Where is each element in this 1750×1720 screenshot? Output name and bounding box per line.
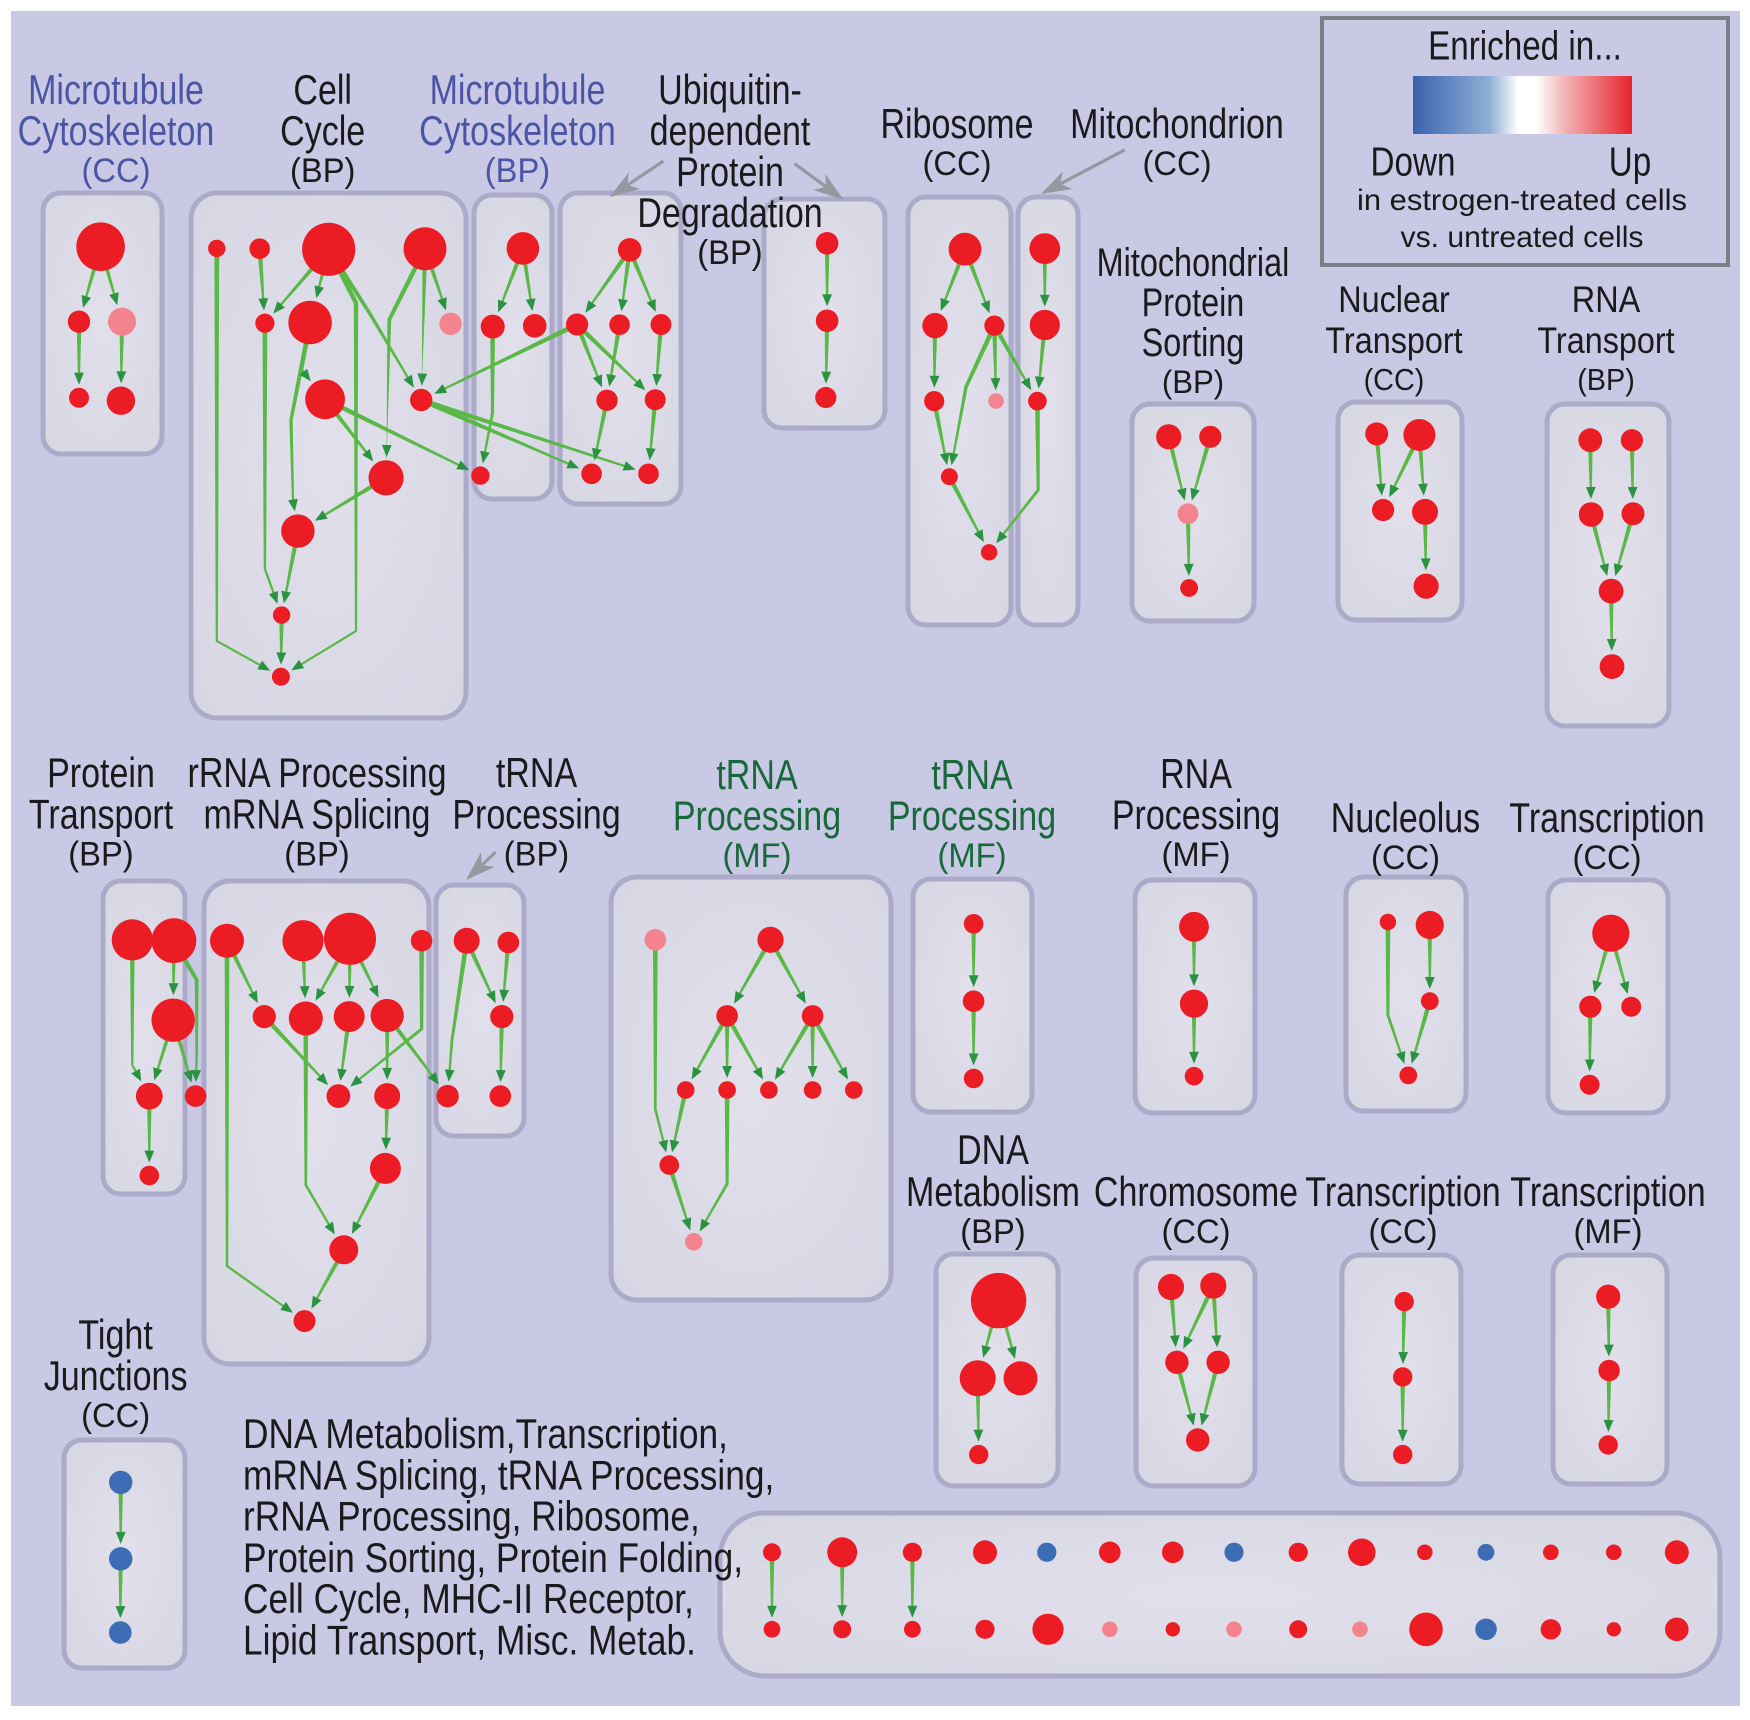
svg-text:(BP): (BP) [1577, 364, 1635, 397]
svg-text:Protein: Protein [47, 749, 155, 796]
svg-text:Cell: Cell [293, 66, 352, 113]
svg-text:(BP): (BP) [485, 152, 550, 190]
svg-text:RNA: RNA [1572, 279, 1641, 320]
svg-text:Transport: Transport [1325, 320, 1463, 361]
svg-text:Transcription: Transcription [1509, 794, 1704, 841]
svg-text:(BP): (BP) [284, 836, 349, 874]
svg-text:Transcription: Transcription [1305, 1168, 1500, 1215]
svg-text:Up: Up [1609, 138, 1652, 184]
svg-text:Protein: Protein [676, 148, 784, 195]
svg-text:(CC): (CC) [1371, 839, 1440, 877]
svg-text:Transport: Transport [1537, 320, 1675, 361]
svg-text:Protein: Protein [1142, 281, 1245, 325]
svg-text:Tight: Tight [78, 1311, 153, 1358]
svg-text:Protein Sorting, Protein Foldi: Protein Sorting, Protein Folding, [243, 1534, 743, 1581]
svg-text:Processing: Processing [888, 792, 1056, 839]
svg-text:tRNA: tRNA [496, 749, 577, 796]
svg-text:Transport: Transport [29, 791, 174, 838]
svg-text:Nucleolus: Nucleolus [1331, 794, 1480, 841]
svg-text:Microtubule: Microtubule [430, 66, 606, 113]
svg-text:DNA: DNA [957, 1126, 1029, 1173]
svg-text:(BP): (BP) [504, 836, 569, 874]
svg-text:Processing: Processing [673, 792, 841, 839]
svg-text:Processing: Processing [452, 791, 620, 838]
svg-text:Ribosome: Ribosome [880, 100, 1033, 147]
svg-text:DNA Metabolism,Transcription,: DNA Metabolism,Transcription, [243, 1410, 728, 1457]
svg-text:(CC): (CC) [1364, 364, 1425, 397]
svg-text:Junctions: Junctions [44, 1352, 188, 1399]
svg-text:Enriched in...: Enriched in... [1428, 23, 1622, 69]
svg-text:rRNA Processing, Ribosome,: rRNA Processing, Ribosome, [243, 1493, 700, 1540]
svg-text:Mitochondrial: Mitochondrial [1097, 241, 1290, 285]
svg-text:(BP): (BP) [697, 234, 762, 272]
svg-text:mRNA Splicing, tRNA Processing: mRNA Splicing, tRNA Processing, [243, 1451, 774, 1498]
svg-text:vs. untreated cells: vs. untreated cells [1401, 221, 1644, 254]
svg-text:Chromosome: Chromosome [1094, 1168, 1298, 1215]
svg-text:(CC): (CC) [923, 145, 992, 183]
svg-text:(CC): (CC) [1162, 1213, 1231, 1251]
svg-text:(CC): (CC) [1369, 1213, 1438, 1251]
svg-text:Degradation: Degradation [637, 189, 822, 236]
svg-text:(CC): (CC) [1143, 145, 1212, 183]
svg-text:mRNA Splicing: mRNA Splicing [204, 791, 431, 838]
svg-text:in estrogen-treated cells: in estrogen-treated cells [1357, 184, 1687, 217]
svg-text:RNA: RNA [1160, 750, 1232, 797]
svg-text:(CC): (CC) [82, 152, 151, 190]
svg-text:tRNA: tRNA [716, 751, 797, 798]
svg-text:Ubiquitin-: Ubiquitin- [658, 66, 802, 113]
svg-text:Processing: Processing [1112, 791, 1280, 838]
svg-text:Metabolism: Metabolism [906, 1168, 1080, 1215]
svg-text:Sorting: Sorting [1142, 321, 1245, 365]
svg-text:Cytoskeleton: Cytoskeleton [419, 107, 616, 154]
svg-text:(BP): (BP) [960, 1213, 1025, 1251]
svg-text:(BP): (BP) [1162, 363, 1224, 400]
svg-text:(BP): (BP) [290, 152, 355, 190]
svg-text:Cycle: Cycle [280, 107, 365, 154]
svg-text:tRNA: tRNA [931, 751, 1012, 798]
svg-text:(CC): (CC) [81, 1397, 150, 1435]
svg-text:Lipid Transport, Misc. Metab.: Lipid Transport, Misc. Metab. [243, 1617, 696, 1664]
svg-text:Down: Down [1371, 138, 1456, 184]
svg-text:Cell Cycle, MHC-II Receptor,: Cell Cycle, MHC-II Receptor, [243, 1575, 694, 1622]
svg-text:Microtubule: Microtubule [28, 66, 204, 113]
svg-text:(CC): (CC) [1573, 839, 1642, 877]
svg-text:(MF): (MF) [1574, 1213, 1643, 1251]
svg-text:Cytoskeleton: Cytoskeleton [18, 107, 215, 154]
svg-text:(MF): (MF) [938, 837, 1007, 875]
svg-text:Mitochondrion: Mitochondrion [1070, 100, 1284, 147]
svg-text:(MF): (MF) [723, 837, 792, 875]
svg-text:(MF): (MF) [1162, 836, 1231, 874]
svg-text:dependent: dependent [650, 107, 811, 154]
svg-text:(BP): (BP) [68, 836, 133, 874]
svg-text:rRNA Processing: rRNA Processing [188, 749, 447, 796]
svg-text:Transcription: Transcription [1510, 1168, 1705, 1215]
svg-text:Nuclear: Nuclear [1338, 279, 1450, 320]
